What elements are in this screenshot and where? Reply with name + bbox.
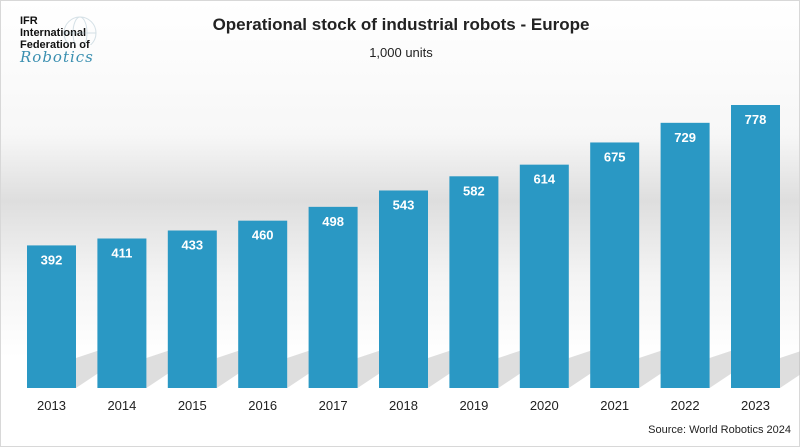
data-label: 778 xyxy=(745,112,767,127)
bar-2019 xyxy=(449,176,499,388)
data-label: 433 xyxy=(181,237,203,252)
x-tick-label: 2021 xyxy=(600,398,629,413)
logo-federation: Federation of xyxy=(20,39,90,51)
x-tick-label: 2015 xyxy=(178,398,207,413)
globe-icon xyxy=(63,16,97,45)
data-label: 543 xyxy=(393,197,415,212)
bar-2021 xyxy=(590,142,640,388)
bar-2017 xyxy=(308,206,358,388)
bar-2022 xyxy=(660,122,710,388)
x-tick-label: 2018 xyxy=(389,398,418,413)
x-tick-label: 2019 xyxy=(459,398,488,413)
x-tick-label: 2017 xyxy=(319,398,348,413)
data-label: 411 xyxy=(111,245,132,260)
data-label: 675 xyxy=(604,149,626,164)
x-tick-label: 2023 xyxy=(741,398,770,413)
data-label: 614 xyxy=(533,172,555,187)
data-label: 392 xyxy=(41,252,63,267)
x-tick-label: 2013 xyxy=(37,398,66,413)
data-label: 498 xyxy=(322,214,344,229)
ifr-logo: IFR International Federation of Robotics xyxy=(20,15,97,66)
x-tick-label: 2014 xyxy=(107,398,136,413)
source-note: Source: World Robotics 2024 xyxy=(648,424,791,436)
data-label: 582 xyxy=(463,183,485,198)
bar-shadow xyxy=(780,351,800,388)
bar-2018 xyxy=(379,190,428,388)
logo-international: International xyxy=(20,27,87,39)
data-label: 729 xyxy=(674,130,696,145)
bar-2023 xyxy=(731,105,780,388)
bar-2015 xyxy=(167,230,217,388)
x-tick-label: 2016 xyxy=(248,398,277,413)
chart-subtitle: 1,000 units xyxy=(369,45,433,60)
bar-2013 xyxy=(27,245,76,388)
bar-2016 xyxy=(238,220,288,388)
x-tick-label: 2020 xyxy=(530,398,559,413)
bar-2020 xyxy=(519,164,569,388)
x-tick-label: 2022 xyxy=(671,398,700,413)
bar-2014 xyxy=(97,238,147,388)
data-label: 460 xyxy=(252,228,274,243)
logo-robotics: Robotics xyxy=(20,48,94,66)
logo-ifr: IFR xyxy=(20,15,38,27)
chart-title: Operational stock of industrial robots -… xyxy=(212,15,590,34)
